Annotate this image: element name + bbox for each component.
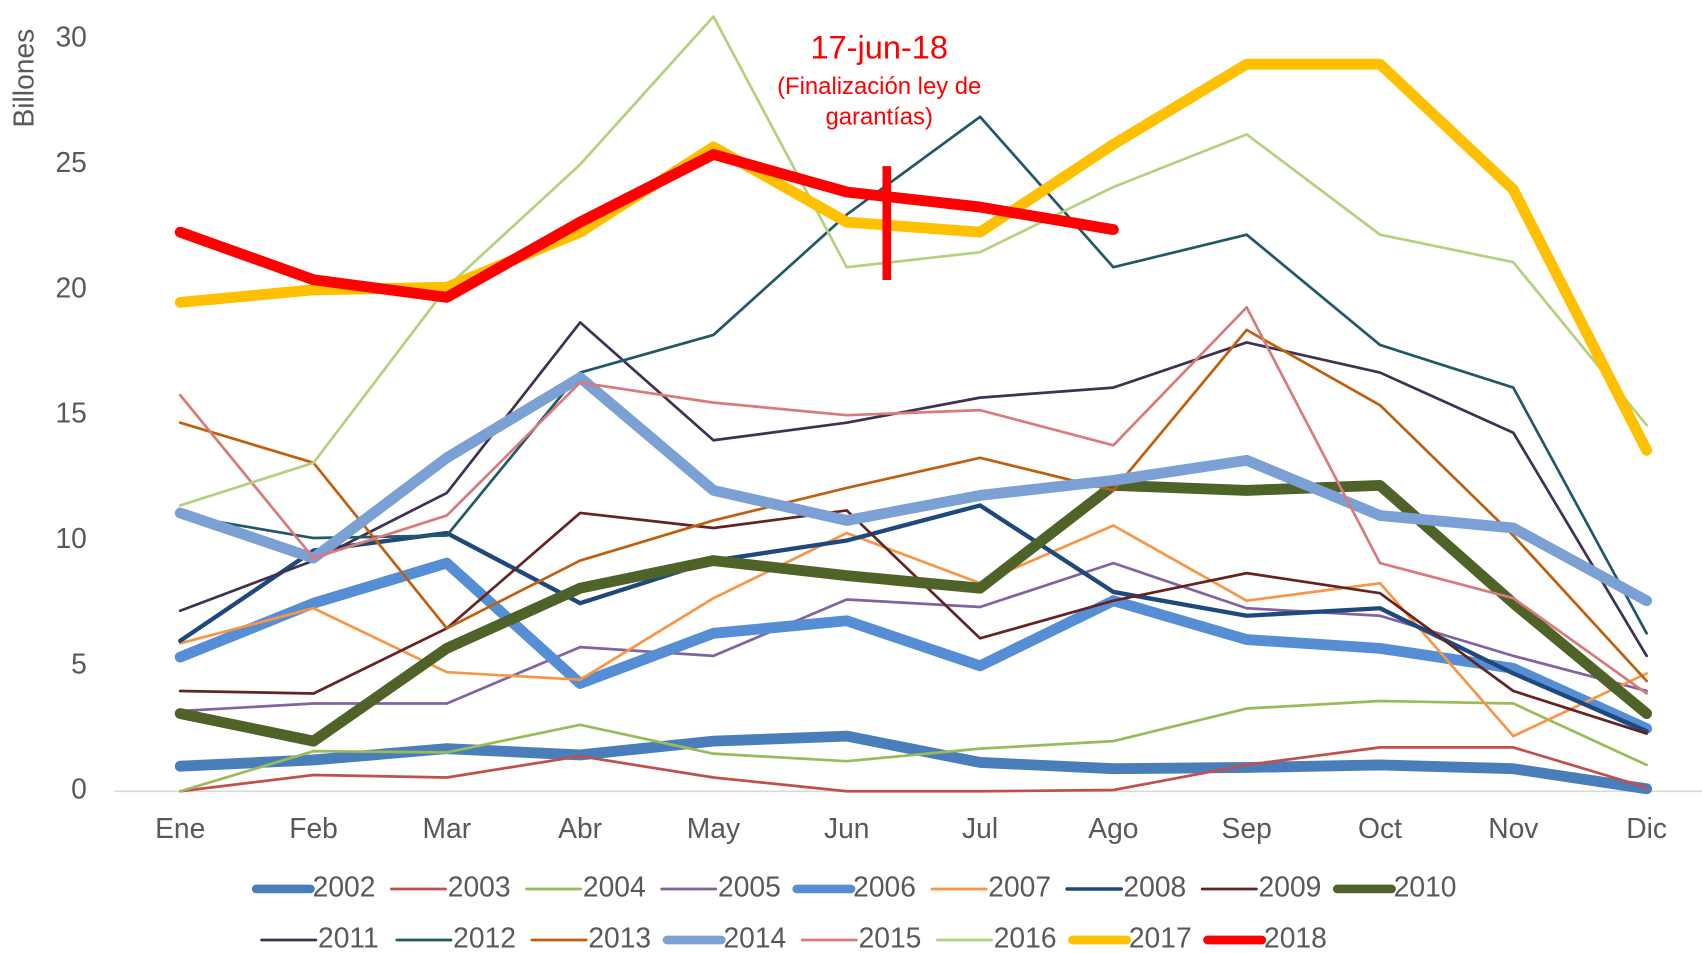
legend-label: 2006 — [853, 870, 916, 902]
series-line — [174, 730, 1653, 795]
legend-label: 2011 — [318, 921, 379, 953]
legend-label: 2013 — [588, 921, 651, 953]
x-tick-label: May — [687, 812, 741, 844]
legend-label: 2007 — [988, 870, 1051, 902]
legend-label: 2008 — [1123, 870, 1186, 902]
series-line — [178, 321, 1648, 658]
x-tick-label: Abr — [558, 812, 602, 844]
y-tick-label: 5 — [71, 647, 87, 679]
series-line — [178, 503, 1649, 734]
legend-label: 2009 — [1259, 870, 1322, 902]
annotation-text: garantías) — [826, 104, 933, 131]
y-tick-label: 25 — [55, 146, 86, 178]
series-line — [178, 306, 1648, 695]
legend-label: 2014 — [723, 921, 786, 953]
y-tick-label: 0 — [71, 773, 87, 805]
x-tick-label: Jun — [824, 812, 870, 844]
legend-label: 2005 — [718, 870, 781, 902]
legend-label: 2018 — [1264, 921, 1327, 953]
y-tick-label: 10 — [55, 522, 86, 554]
x-tick-label: Mar — [423, 812, 472, 844]
legend-label: 2010 — [1394, 870, 1457, 902]
series-line — [178, 746, 1648, 793]
x-tick-label: Nov — [1488, 812, 1539, 844]
x-tick-label: Feb — [289, 812, 338, 844]
legend-label: 2003 — [448, 870, 511, 902]
x-tick-label: Dic — [1626, 812, 1667, 844]
series-line — [174, 58, 1653, 456]
x-tick-label: Sep — [1222, 812, 1272, 844]
series-line — [178, 328, 1648, 683]
series-line — [174, 372, 1653, 607]
y-tick-label: 30 — [55, 21, 86, 53]
legend-label: 2017 — [1129, 921, 1192, 953]
series-line — [178, 561, 1648, 713]
legend-label: 2015 — [859, 921, 922, 953]
series-line — [174, 148, 1119, 303]
annotation-text: (Finalización ley de — [777, 73, 981, 100]
x-tick-label: Jul — [962, 812, 998, 844]
series-line — [178, 509, 1648, 735]
plot-area — [174, 15, 1653, 795]
series-line — [178, 15, 1648, 507]
y-tick-label: 20 — [55, 271, 86, 303]
legend-label: 2012 — [453, 921, 516, 953]
series-line — [174, 479, 1653, 747]
annotation-title: 17-jun-18 — [810, 30, 948, 66]
x-tick-label: Oct — [1358, 812, 1402, 844]
y-tick-label: 15 — [55, 397, 86, 429]
x-tick-label: Ago — [1088, 812, 1138, 844]
legend-label: 2016 — [994, 921, 1057, 953]
x-tick-label: Ene — [155, 812, 205, 844]
series-line — [178, 699, 1648, 793]
legend-label: 2004 — [583, 870, 646, 902]
y-axis-label: Billones — [8, 29, 40, 128]
series-line — [178, 115, 1648, 635]
series-line — [174, 557, 1653, 735]
legend-label: 2002 — [313, 870, 376, 902]
